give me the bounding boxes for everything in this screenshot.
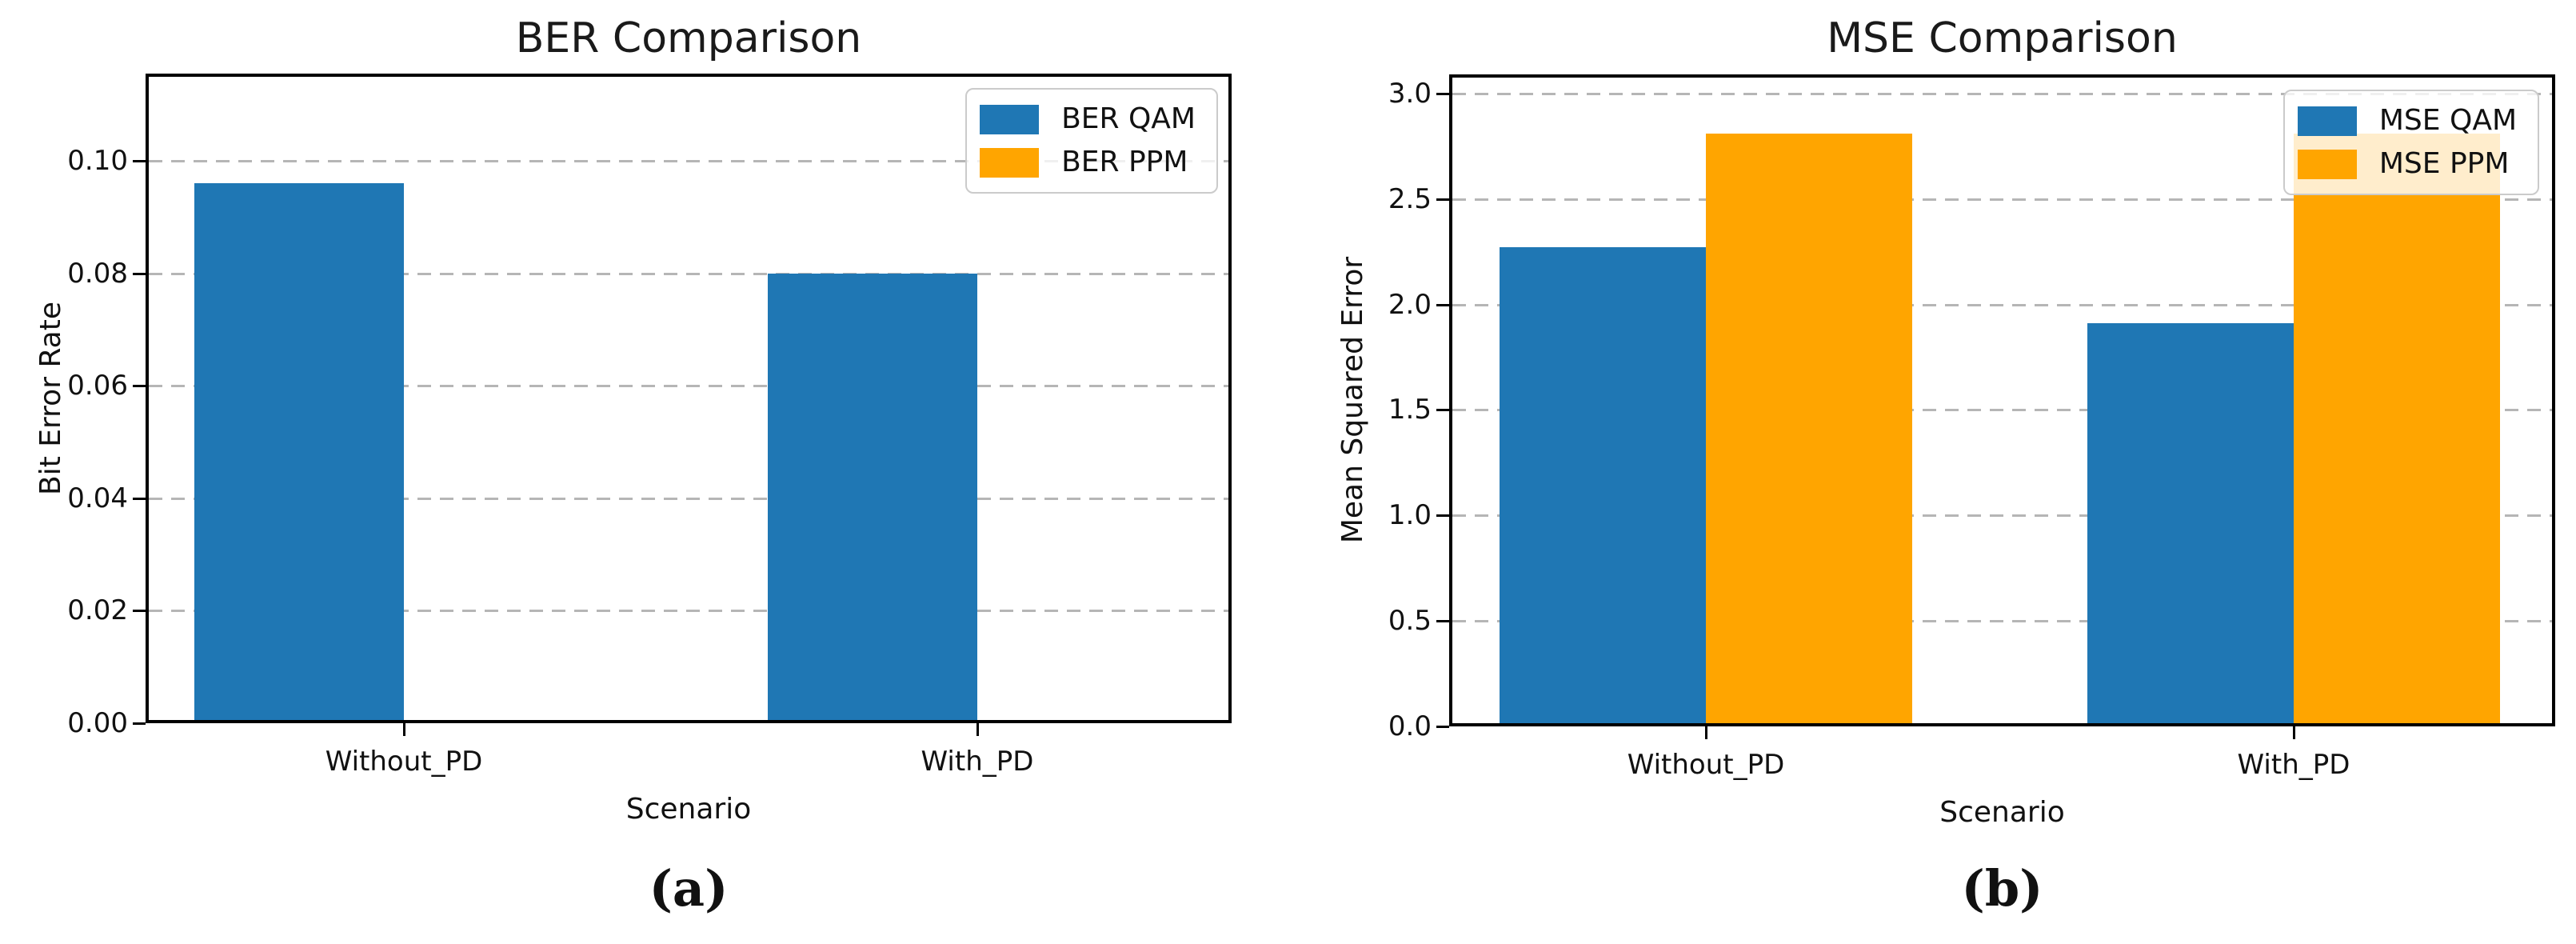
y-tick-mark — [133, 497, 146, 500]
y-tick-label: 2.5 — [1388, 182, 1432, 215]
legend-swatch-orange — [980, 147, 1040, 178]
bar-ber-qam — [768, 273, 977, 723]
y-tick-label: 0.06 — [67, 370, 128, 402]
y-tick-label: 3.0 — [1388, 77, 1432, 110]
chart-b-title: MSE Comparison — [1827, 14, 2178, 62]
legend-label: MSE PPM — [2378, 147, 2510, 180]
y-tick-label: 0.10 — [67, 144, 128, 177]
legend-label: BER PPM — [1061, 146, 1188, 178]
y-gridline — [149, 159, 1228, 162]
y-gridline — [1452, 514, 2552, 518]
x-tick-mark — [403, 723, 405, 736]
legend-item: BER QAM — [980, 102, 1196, 137]
legend-label: MSE QAM — [2378, 104, 2517, 137]
y-gridline — [149, 272, 1228, 275]
y-gridline — [149, 610, 1228, 613]
y-tick-mark — [133, 385, 146, 388]
legend-swatch-blue — [980, 104, 1040, 134]
y-tick-label: 2.0 — [1388, 288, 1432, 321]
chart-a-title: BER Comparison — [515, 14, 862, 62]
panel-a-caption: (a) — [649, 859, 729, 918]
y-tick-mark — [1436, 620, 1449, 623]
y-tick-mark — [1436, 303, 1449, 306]
chart-a-x-axis-label: Scenario — [625, 793, 752, 826]
legend-item: MSE PPM — [2297, 146, 2517, 182]
y-tick-label: 0.04 — [67, 482, 128, 514]
y-gridline — [149, 497, 1228, 500]
y-tick-mark — [133, 722, 146, 725]
legend-item: BER PPM — [980, 145, 1196, 180]
y-tick-label: 1.0 — [1388, 499, 1432, 532]
x-tick-mark — [1705, 726, 1707, 739]
chart-a-plot-area — [146, 74, 1232, 723]
y-gridline — [1452, 303, 2552, 306]
y-gridline — [1452, 92, 2552, 95]
x-tick-label: Without_PD — [1627, 749, 1785, 781]
bar-mse-ppm — [1706, 134, 1912, 726]
y-tick-mark — [1436, 726, 1449, 728]
x-tick-mark — [2293, 726, 2295, 739]
y-gridline — [1452, 198, 2552, 201]
chart-b-plot-area — [1449, 74, 2555, 726]
y-tick-label: 1.5 — [1388, 394, 1432, 426]
y-tick-label: 0.5 — [1388, 605, 1432, 638]
y-tick-label: 0.08 — [67, 257, 128, 290]
legend-item: MSE QAM — [2297, 103, 2517, 138]
legend-swatch-orange — [2297, 149, 2357, 179]
panel-b-caption: (b) — [1961, 859, 2043, 918]
bar-mse-qam — [2087, 323, 2294, 726]
x-tick-label: Without_PD — [325, 746, 483, 778]
y-tick-label: 0.00 — [67, 707, 128, 739]
y-tick-mark — [1436, 198, 1449, 201]
legend-label: BER QAM — [1061, 102, 1196, 135]
y-tick-mark — [1436, 514, 1449, 518]
bar-mse-ppm — [2294, 134, 2500, 726]
bar-ber-qam — [194, 183, 404, 723]
legend-swatch-blue — [2297, 106, 2357, 136]
bar-mse-qam — [1500, 247, 1706, 726]
y-tick-mark — [1436, 409, 1449, 412]
y-tick-label: 0.0 — [1388, 710, 1432, 742]
chart-a-legend: BER QAM BER PPM — [965, 88, 1218, 194]
y-tick-mark — [1436, 92, 1449, 95]
y-tick-mark — [133, 272, 146, 275]
y-gridline — [149, 385, 1228, 388]
y-tick-label: 0.02 — [67, 594, 128, 627]
chart-b-legend: MSE QAM MSE PPM — [2282, 90, 2539, 195]
y-tick-mark — [133, 159, 146, 162]
y-gridline — [1452, 409, 2552, 412]
y-tick-mark — [133, 610, 146, 613]
x-tick-mark — [976, 723, 979, 736]
x-tick-label: With_PD — [921, 746, 1034, 778]
x-tick-label: With_PD — [2237, 749, 2350, 781]
y-gridline — [1452, 620, 2552, 623]
chart-b-x-axis-label: Scenario — [1939, 796, 2065, 829]
